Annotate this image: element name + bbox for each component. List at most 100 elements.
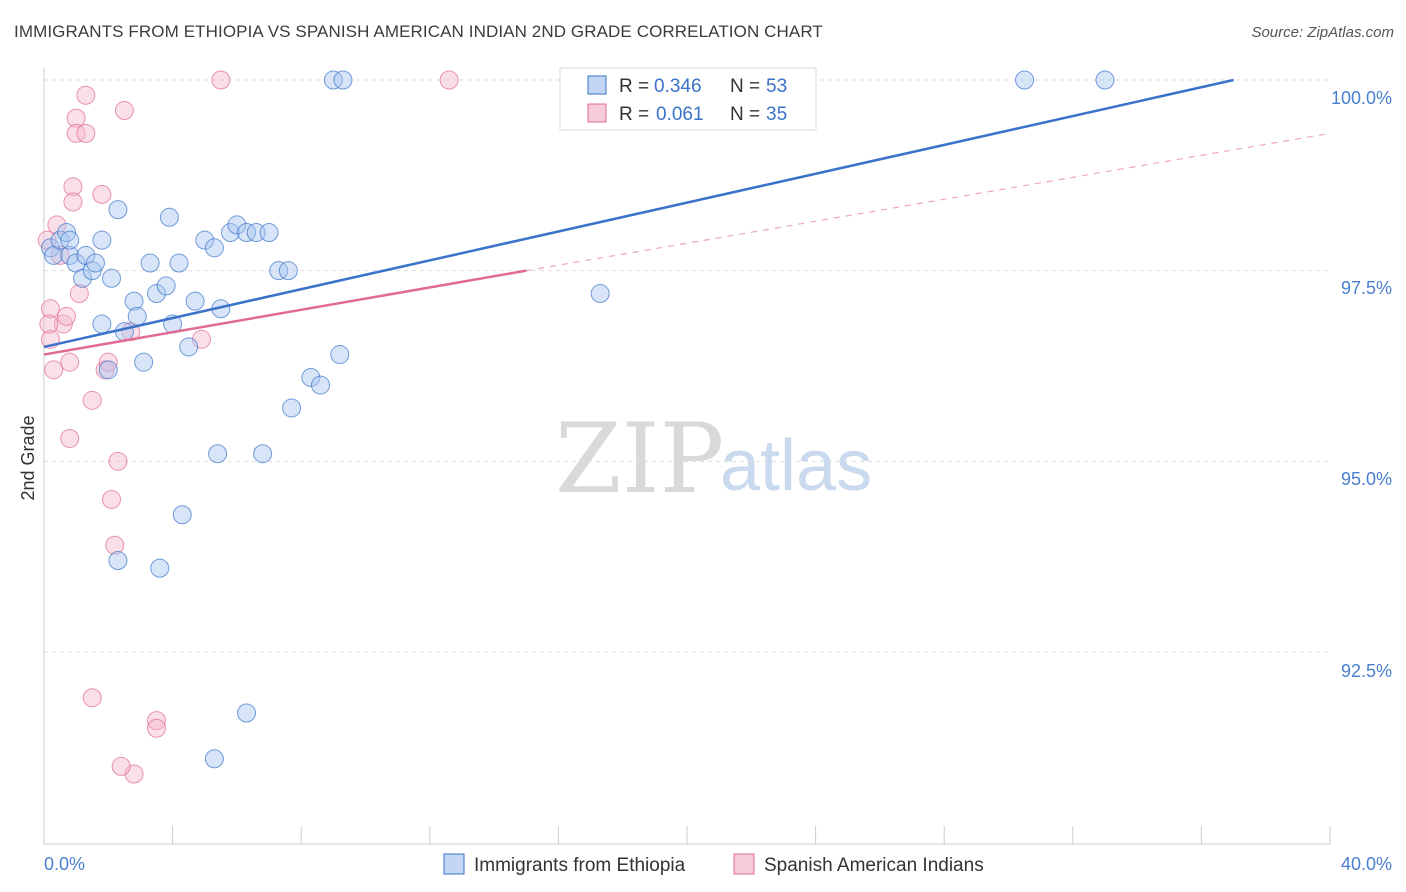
legend-blue-r-value: 0.346 xyxy=(654,76,702,97)
point-ethiopia-37 xyxy=(278,261,298,281)
legend-pink-r-label: R = xyxy=(619,104,649,125)
point-spanish-american-indian-4 xyxy=(47,215,67,235)
source-label: Source: ZipAtlas.com xyxy=(1251,24,1394,41)
point-ethiopia-21 xyxy=(147,284,167,304)
point-ethiopia-26 xyxy=(179,337,199,357)
y-tick-label-100: 100.0% xyxy=(1331,88,1392,108)
legend-swatch-pink xyxy=(587,103,607,123)
y-tick-label-97-5: 97.5% xyxy=(1341,278,1392,298)
point-spanish-american-indian-8 xyxy=(60,352,80,372)
point-ethiopia-53 xyxy=(1095,70,1115,90)
series-immigrants-from-ethiopia xyxy=(40,70,1115,769)
point-ethiopia-16 xyxy=(114,322,134,342)
point-spanish-american-indian-21 xyxy=(98,352,118,372)
y-tick-labels: 100.0% 97.5% 95.0% 92.5% xyxy=(1331,88,1392,681)
point-ethiopia-32 xyxy=(227,215,247,235)
point-ethiopia-4 xyxy=(60,245,80,265)
point-spanish-american-indian-19 xyxy=(92,184,112,204)
point-ethiopia-14 xyxy=(102,268,122,288)
point-ethiopia-46 xyxy=(172,505,192,525)
point-ethiopia-33 xyxy=(237,223,257,243)
point-ethiopia-36 xyxy=(269,261,289,281)
point-ethiopia-9 xyxy=(82,261,102,281)
point-spanish-american-indian-14 xyxy=(69,284,89,304)
point-ethiopia-0 xyxy=(40,238,60,258)
stats-legend: R = 0.346 N = 53 R = 0.061 N = 35 xyxy=(559,67,817,131)
y-axis-title: 2nd Grade xyxy=(18,415,38,500)
point-spanish-american-indian-10 xyxy=(63,177,83,197)
y-tick-label-92-5: 92.5% xyxy=(1341,661,1392,681)
point-spanish-american-indian-34 xyxy=(39,314,59,334)
trendline-ethiopia xyxy=(43,78,1234,349)
point-spanish-american-indian-7 xyxy=(57,306,77,326)
point-spanish-american-indian-16 xyxy=(76,123,96,143)
point-spanish-american-indian-6 xyxy=(53,314,73,334)
legend-pink-r-value: 0.061 xyxy=(656,104,704,125)
x-tick-label-min: 0.0% xyxy=(44,854,85,874)
point-spanish-american-indian-5 xyxy=(50,245,70,265)
trendlines xyxy=(43,78,1331,356)
point-spanish-american-indian-3 xyxy=(44,360,64,380)
point-ethiopia-19 xyxy=(134,352,154,372)
legend-blue-n-label: N = xyxy=(730,76,760,97)
point-ethiopia-25 xyxy=(169,253,189,273)
point-spanish-american-indian-30 xyxy=(147,718,167,738)
point-spanish-american-indian-29 xyxy=(147,711,167,731)
point-ethiopia-35 xyxy=(259,223,279,243)
point-ethiopia-44 xyxy=(208,444,228,464)
trendline-extension-spanish-american-indian xyxy=(526,132,1331,272)
point-ethiopia-27 xyxy=(185,291,205,311)
point-ethiopia-48 xyxy=(150,558,170,578)
point-spanish-american-indian-22 xyxy=(102,489,122,509)
point-ethiopia-49 xyxy=(237,703,257,723)
point-ethiopia-39 xyxy=(301,367,321,387)
point-spanish-american-indian-18 xyxy=(82,688,102,708)
point-ethiopia-28 xyxy=(195,230,215,250)
point-ethiopia-50 xyxy=(204,749,224,769)
bottom-legend-swatch-pink xyxy=(733,853,755,875)
point-spanish-american-indian-25 xyxy=(114,101,134,121)
point-ethiopia-52 xyxy=(1015,70,1035,90)
point-ethiopia-15 xyxy=(108,200,128,220)
gridlines xyxy=(44,79,1330,653)
point-spanish-american-indian-15 xyxy=(76,85,96,105)
point-ethiopia-47 xyxy=(108,550,128,570)
legend-blue-r-label: R = xyxy=(619,76,649,97)
point-spanish-american-indian-23 xyxy=(105,535,125,555)
point-spanish-american-indian-1 xyxy=(40,299,60,319)
x-tick-label-max: 40.0% xyxy=(1341,854,1392,874)
point-spanish-american-indian-9 xyxy=(60,428,80,448)
trendline-spanish-american-indian xyxy=(43,269,527,356)
point-ethiopia-17 xyxy=(124,291,144,311)
point-spanish-american-indian-12 xyxy=(66,108,86,128)
bottom-legend-swatch-blue xyxy=(443,853,465,875)
point-spanish-american-indian-24 xyxy=(108,451,128,471)
point-ethiopia-38 xyxy=(282,398,302,418)
chart-title: IMMIGRANTS FROM ETHIOPIA VS SPANISH AMER… xyxy=(14,22,823,41)
x-ticks xyxy=(43,826,1331,844)
watermark: ZIP atlas xyxy=(555,403,872,515)
point-ethiopia-2 xyxy=(50,230,70,250)
point-ethiopia-3 xyxy=(57,223,77,243)
y-tick-label-95: 95.0% xyxy=(1341,469,1392,489)
point-ethiopia-41 xyxy=(330,345,350,365)
series-legend: Immigrants from Ethiopia Spanish America… xyxy=(443,853,984,876)
legend-swatch-blue xyxy=(587,75,607,95)
point-ethiopia-12 xyxy=(92,230,112,250)
point-ethiopia-10 xyxy=(85,253,105,273)
point-ethiopia-40 xyxy=(310,375,330,395)
point-ethiopia-20 xyxy=(140,253,160,273)
series-spanish-american-indians xyxy=(37,70,459,784)
point-ethiopia-18 xyxy=(127,306,147,326)
watermark-atlas: atlas xyxy=(720,426,872,506)
bottom-legend-label-blue: Immigrants from Ethiopia xyxy=(474,855,686,876)
watermark-zip: ZIP xyxy=(555,403,724,515)
point-spanish-american-indian-28 xyxy=(111,756,131,776)
point-ethiopia-5 xyxy=(60,230,80,250)
legend-pink-n-value: 35 xyxy=(766,104,787,125)
point-ethiopia-23 xyxy=(159,207,179,227)
point-spanish-american-indian-11 xyxy=(63,192,83,212)
point-ethiopia-22 xyxy=(156,276,176,296)
point-spanish-american-indian-32 xyxy=(211,70,231,90)
